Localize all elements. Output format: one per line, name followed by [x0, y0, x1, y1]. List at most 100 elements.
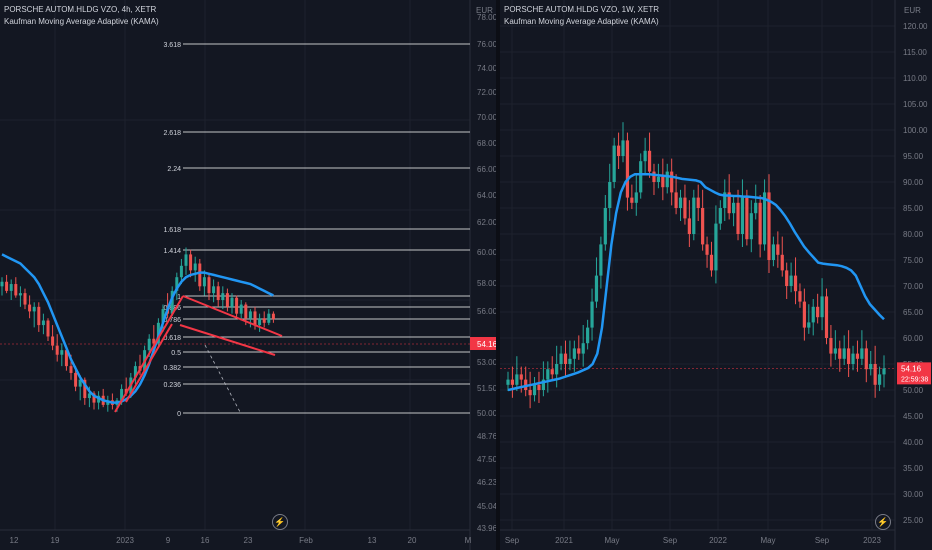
candle-body: [550, 369, 554, 375]
time-tick-label: 16: [201, 536, 210, 545]
time-tick-label: 13: [368, 536, 377, 545]
candle-body: [46, 320, 50, 337]
candle-body: [55, 345, 59, 355]
time-tick-label: 20: [408, 536, 417, 545]
candle-body: [18, 293, 22, 296]
currency-label: EUR: [904, 6, 921, 15]
symbol-title-1w[interactable]: PORSCHE AUTOM.HLDG VZO, 1W, XETR: [504, 5, 659, 14]
candle-body: [541, 379, 545, 390]
candle-body: [696, 197, 700, 208]
fib-level-label: 2.618: [163, 130, 181, 137]
pane-divider[interactable]: [496, 0, 500, 550]
price-tick-label: 53.00: [477, 358, 498, 367]
price-tick-label: 110.00: [903, 74, 927, 83]
candle-body: [563, 353, 568, 364]
candle-body: [749, 213, 753, 240]
last-price-value: 54.16: [901, 364, 922, 373]
candle-body: [864, 348, 868, 370]
price-tick-label: 70.00: [903, 282, 924, 291]
candle-body: [701, 208, 705, 245]
time-tick-label: M: [465, 536, 472, 545]
candle-body: [189, 254, 193, 271]
candle-body: [829, 338, 833, 354]
candle-body: [590, 301, 594, 328]
price-tick-label: 120.00: [903, 22, 928, 31]
symbol-title-4h[interactable]: PORSCHE AUTOM.HLDG VZO, 4h, XETR: [4, 5, 157, 14]
time-tick-label: Sep: [505, 536, 520, 545]
price-tick-label: 43.96: [477, 524, 498, 533]
fib-level-label: 0.236: [163, 382, 181, 389]
fib-level-label: 1: [177, 294, 181, 301]
lightning-icon[interactable]: ⚡: [272, 514, 288, 530]
channel-lower-line: [179, 324, 276, 356]
price-tick-label: 30.00: [903, 490, 924, 499]
candle-body: [51, 336, 55, 346]
price-tick-label: 40.00: [903, 438, 924, 447]
candle-body: [630, 197, 634, 203]
price-tick-label: 90.00: [903, 178, 924, 187]
candle-body: [120, 388, 124, 401]
lightning-icon[interactable]: ⚡: [875, 514, 891, 530]
candle-body: [745, 197, 749, 240]
candle-body: [193, 263, 197, 271]
price-tick-label: 68.00: [477, 139, 498, 148]
price-tick-label: 51.50: [477, 384, 498, 393]
candle-body: [225, 293, 229, 307]
candle-body: [510, 379, 515, 385]
price-tick-label: 76.00: [477, 40, 498, 49]
fib-level-label: 0.5: [171, 350, 181, 357]
bar-countdown: 22:59:38: [901, 376, 928, 383]
candle-body: [860, 348, 864, 359]
candle-body: [625, 140, 630, 198]
uptrend-line: [125, 323, 173, 403]
indicator-label-1w[interactable]: Kaufman Moving Average Adaptive (KAMA): [504, 17, 659, 26]
time-tick-label: May: [604, 536, 619, 545]
candle-body: [230, 297, 234, 307]
price-tick-label: 100.00: [903, 126, 928, 135]
price-tick-label: 72.00: [477, 88, 498, 97]
last-price-tag: [897, 362, 931, 385]
candle-body: [258, 318, 262, 326]
candle-body: [692, 197, 696, 234]
price-tick-label: 45.04: [477, 502, 498, 511]
price-tick-label: 46.23: [477, 478, 498, 487]
candle-body: [216, 286, 220, 300]
candle-body: [661, 176, 665, 188]
time-tick-label: Feb: [299, 536, 313, 545]
candle-body: [762, 192, 767, 245]
candle-body: [546, 369, 550, 380]
candle-body: [833, 348, 837, 354]
indicator-label-4h[interactable]: Kaufman Moving Average Adaptive (KAMA): [4, 17, 159, 26]
candle-body: [851, 353, 855, 364]
candle-body: [559, 353, 563, 364]
price-tick-label: 62.00: [477, 218, 498, 227]
chart-canvas-1w[interactable]: EUR 120.00 115.00 110.00 105.00 100.00 95.00 90…: [500, 0, 932, 550]
time-tick-label: 19: [51, 536, 60, 545]
currency-label: EUR: [476, 6, 493, 15]
time-tick-label: 23: [244, 536, 253, 545]
candle-body: [683, 197, 687, 219]
candle-body: [656, 176, 660, 182]
candle-body: [147, 338, 151, 351]
last-price-tag: [470, 337, 498, 350]
chart-pane-4h[interactable]: EUR 78.00 76.00 74.00 72.00 70.00 68.00 66.00 64…: [0, 0, 500, 550]
candle-body: [69, 366, 73, 373]
candle-body: [811, 306, 815, 323]
fib-level-label: 2.24: [167, 166, 181, 173]
candle-body: [32, 306, 36, 312]
candle-body: [771, 244, 776, 260]
chart-pane-1w[interactable]: EUR 120.00 115.00 110.00 105.00 100.00 95.00 90…: [500, 0, 932, 550]
candle-body: [838, 348, 842, 359]
candle-body: [581, 343, 585, 354]
candle-body: [599, 244, 603, 276]
candle-body: [537, 384, 541, 390]
candle-body: [586, 327, 590, 344]
candle-body: [60, 350, 64, 355]
fib-level-label: 1.618: [163, 227, 181, 234]
time-tick-label: Sep: [815, 536, 830, 545]
candle-body: [877, 374, 882, 385]
candle-body: [9, 284, 13, 291]
fib-level-label: 0: [177, 411, 181, 418]
candle-body: [789, 275, 793, 286]
